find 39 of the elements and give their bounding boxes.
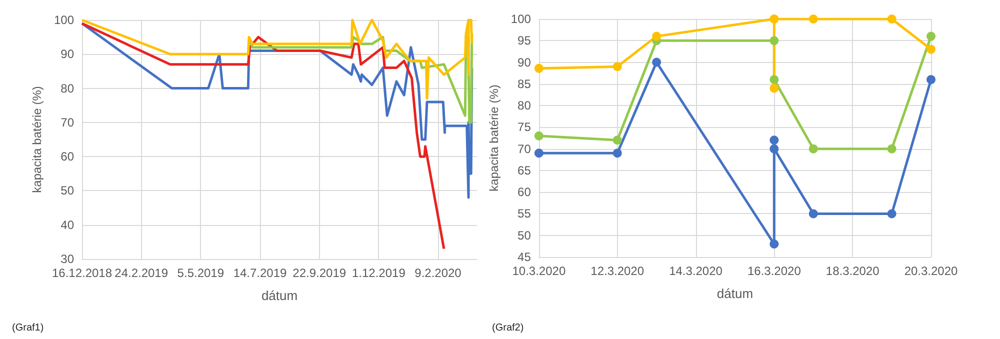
y-tick-label: 70	[518, 142, 532, 156]
y-tick-label: 65	[518, 163, 532, 178]
x-tick-label: 10.3.2020	[512, 264, 566, 278]
text: (Graf2)	[492, 322, 524, 334]
y-tick-label: 90	[60, 47, 74, 62]
y-tick-label: 70	[60, 115, 74, 130]
x-tick-label: 24.2.2019	[114, 266, 168, 280]
y-tick-label: 100	[510, 12, 532, 26]
y-tick-label: 50	[60, 184, 74, 198]
y-axis-title: kapacita batérie (%)	[30, 86, 44, 193]
x-tick-label: 5.5.2019	[177, 266, 224, 280]
text: (Graf1)	[12, 322, 44, 334]
y-tick-label: 80	[60, 81, 74, 96]
x-tick-label: 9.2.2020	[414, 266, 462, 280]
y-tick-label: 45	[518, 250, 532, 264]
x-tick-label: 12.3.2020	[590, 264, 644, 278]
x-tick-label: 14.7.2019	[233, 266, 288, 280]
y-tick-label: 80	[518, 98, 532, 113]
x-tick-label: 18.3.2020	[826, 264, 880, 278]
y-tick-label: 30	[60, 252, 74, 266]
x-tick-label: 16.3.2020	[747, 264, 802, 278]
x-tick-label: 22.9.2019	[292, 266, 346, 280]
y-tick-label: 50	[518, 228, 532, 242]
y-tick-label: 40	[60, 218, 74, 232]
y-tick-label: 60	[518, 185, 532, 200]
x-tick-label: 20.3.2020	[904, 264, 958, 278]
y-tick-label: 90	[518, 55, 532, 70]
x-axis-title: dátum	[716, 286, 754, 301]
x-axis-title: dátum	[261, 288, 298, 303]
y-tick-label: 85	[518, 76, 532, 91]
y-tick-label: 55	[518, 206, 532, 221]
x-tick-label: 14.3.2020	[669, 264, 723, 278]
y-axis-title: kapacita batérie (%)	[487, 84, 501, 192]
x-tick-label: 16.12.2018	[52, 266, 112, 280]
y-tick-label: 75	[518, 120, 532, 134]
y-tick-label: 60	[60, 150, 74, 164]
x-tick-label: 1.12.2019	[352, 266, 406, 280]
y-tick-label: 100	[54, 13, 74, 27]
y-tick-label: 95	[518, 34, 532, 48]
